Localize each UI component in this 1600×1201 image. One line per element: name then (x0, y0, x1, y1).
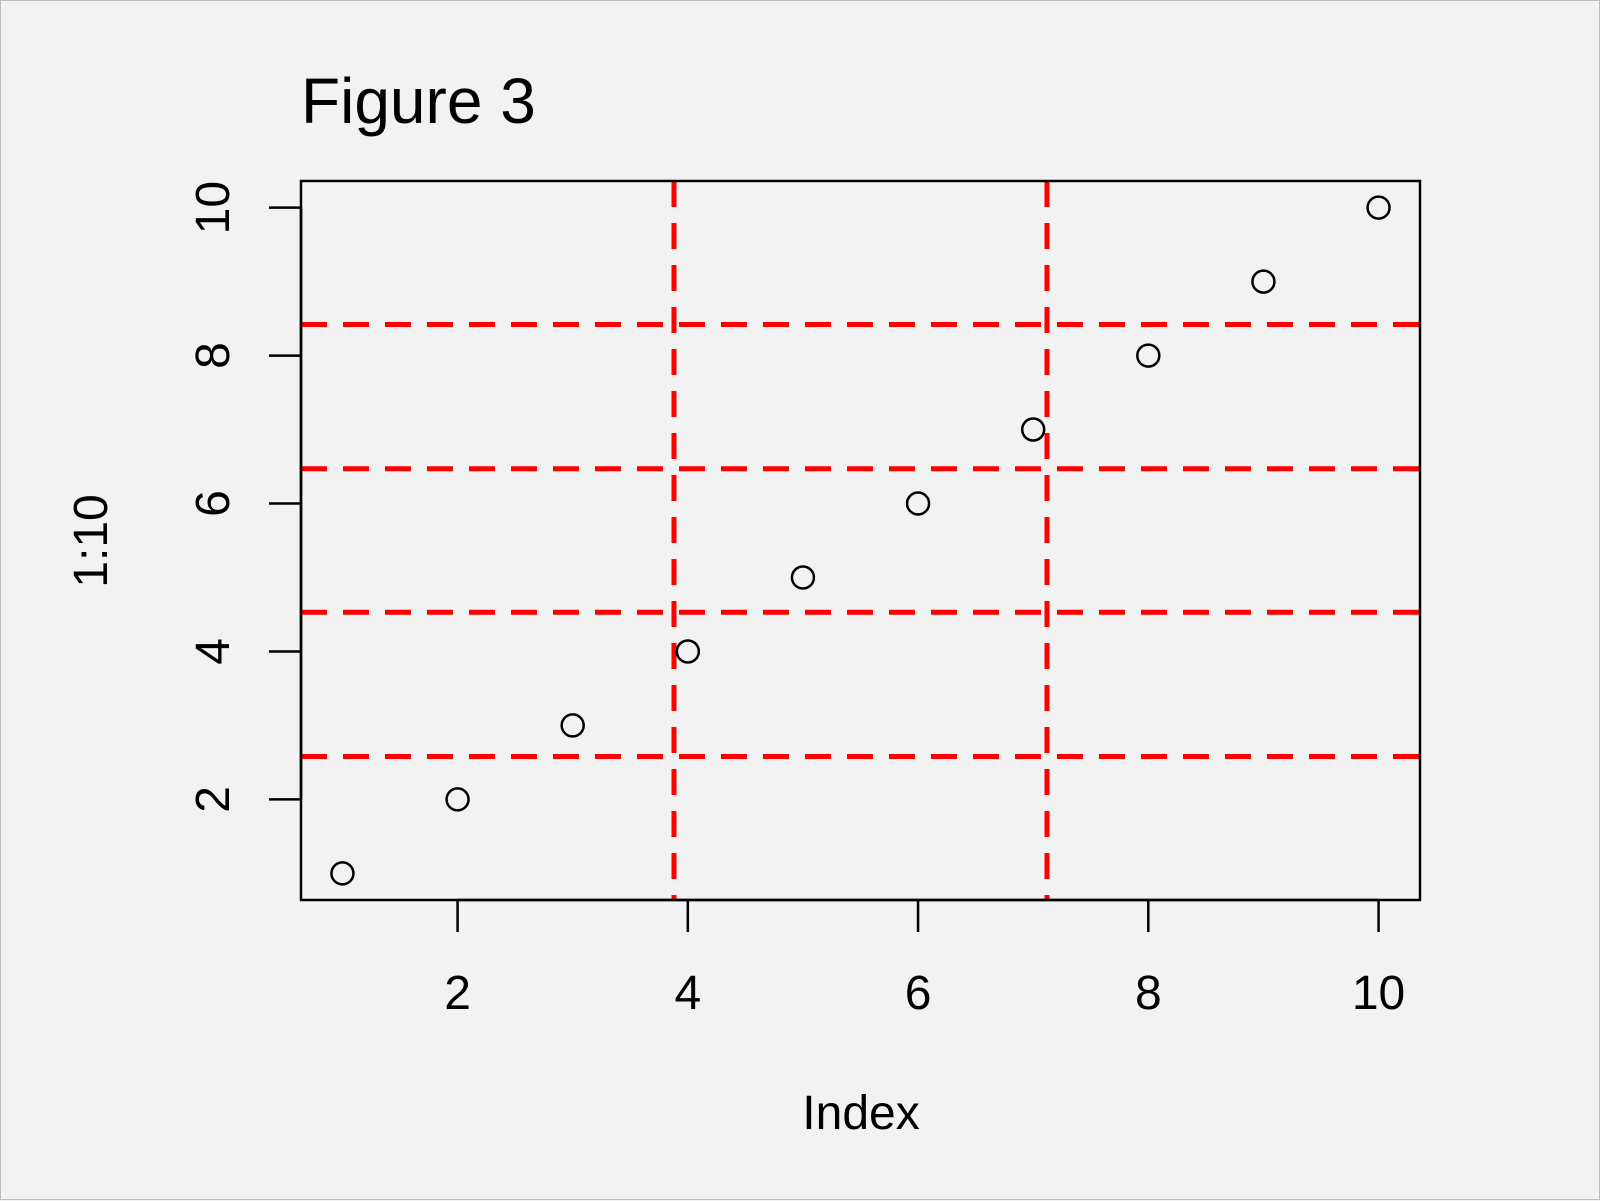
data-point (790, 565, 816, 590)
data-point (1366, 195, 1391, 220)
y-axis-label: 1:10 (65, 494, 118, 587)
x-tick-label: 4 (674, 967, 701, 1020)
data-point (330, 861, 355, 886)
y-tick-label: 6 (187, 490, 240, 517)
data-point (1136, 343, 1161, 368)
y-tick-label: 4 (187, 638, 240, 665)
grid-lines (301, 181, 1420, 900)
x-tick-label: 6 (905, 967, 932, 1020)
data-point (445, 787, 470, 812)
chart-title: Figure 3 (301, 65, 536, 137)
plot-border (299, 179, 1422, 902)
x-tick-label: 10 (1352, 967, 1405, 1020)
x-axis-label: Index (802, 1087, 919, 1140)
y-tick-label: 8 (187, 342, 240, 369)
data-point (1020, 417, 1046, 442)
y-tick-label: 10 (187, 181, 240, 234)
data-point (1251, 269, 1276, 294)
data-point (675, 639, 701, 664)
x-tick-label: 8 (1135, 967, 1162, 1020)
x-tick-label: 2 (444, 967, 471, 1020)
data-point (905, 491, 931, 516)
data-points (330, 195, 1391, 886)
y-tick-label: 2 (187, 786, 240, 813)
data-point (560, 713, 585, 738)
axes: 2 4 6 8 10 2 4 6 8 10 (187, 181, 1405, 1020)
